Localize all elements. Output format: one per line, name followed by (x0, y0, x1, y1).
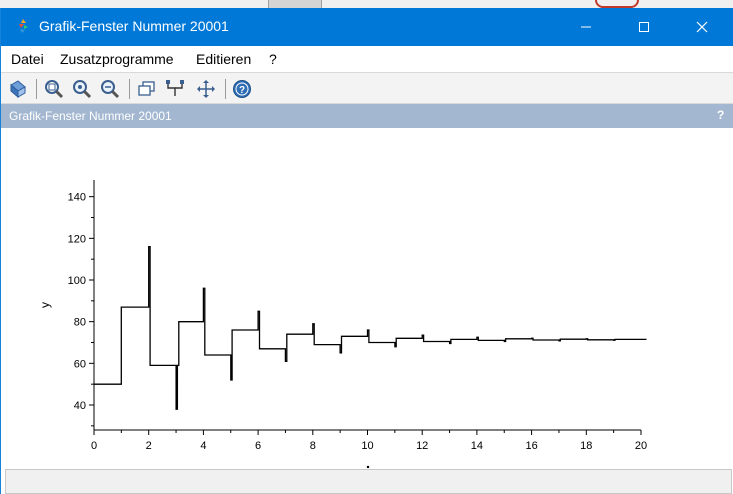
x-tick-label: 10 (361, 440, 373, 452)
toolbar-separator (36, 79, 37, 99)
background-app-icon (595, 0, 639, 8)
close-button[interactable] (679, 8, 725, 46)
panel-title: Grafik-Fenster Nummer 20001 (9, 109, 172, 123)
rotate-icon (138, 81, 155, 96)
pan-button[interactable] (195, 78, 217, 100)
svg-text:?: ? (239, 85, 245, 96)
minimize-button[interactable] (563, 8, 609, 46)
panel-header: Grafik-Fenster Nummer 20001 ? (1, 104, 733, 128)
y-tick-label: 80 (74, 317, 86, 329)
data-tip-icon (166, 80, 184, 96)
x-tick-label: 20 (635, 440, 647, 452)
toolbar: ? (1, 72, 733, 104)
y-tick-label: 60 (74, 358, 86, 370)
x-tick-label: 16 (525, 440, 537, 452)
x-tick-label: 6 (255, 440, 261, 452)
menu-datei[interactable]: Datei (11, 51, 44, 67)
toolbar-separator (129, 79, 130, 99)
toolbar-separator (225, 79, 226, 99)
status-bar (5, 469, 732, 494)
zoom-in-button[interactable] (71, 78, 93, 100)
y-tick-label: 40 (74, 400, 86, 412)
pan-icon (197, 80, 215, 98)
y-tick-label: 140 (68, 192, 86, 204)
x-tick-label: 14 (471, 440, 483, 452)
zoom-out-button[interactable] (99, 78, 121, 100)
background-window-button[interactable] (268, 0, 322, 8)
zoom-in-icon (73, 80, 92, 99)
close-icon (696, 21, 708, 33)
title-bar[interactable]: Grafik-Fenster Nummer 20001 (1, 8, 733, 46)
menu-editieren[interactable]: Editieren (196, 51, 252, 67)
axis-marker-dot (366, 465, 370, 468)
help-icon: ? (233, 80, 251, 98)
series-line-0 (94, 246, 647, 410)
panel-help-button[interactable]: ? (717, 108, 725, 122)
x-tick-label: 18 (580, 440, 592, 452)
graphic-window: Grafik-Fenster Nummer 20001 Datei Zusatz… (0, 8, 733, 494)
plot-area[interactable]: 40 60 80 100 120 140 0 2 4 6 8 10 12 14 16 18 20 y (1, 128, 733, 468)
select-button[interactable] (7, 78, 29, 100)
menu-zusatzprogramme[interactable]: Zusatzprogramme (60, 51, 174, 67)
x-tick-label: 0 (91, 440, 97, 452)
y-tick-label: 100 (68, 275, 86, 287)
maximize-icon (639, 22, 649, 32)
minimize-icon (581, 26, 591, 28)
menu-help[interactable]: ? (269, 51, 277, 67)
menu-bar: Datei Zusatzprogramme Editieren ? (1, 46, 733, 72)
data-tip-button[interactable] (164, 78, 186, 100)
desktop-background (0, 0, 733, 8)
zoom-out-icon (101, 80, 120, 99)
scilab-app-icon (19, 19, 28, 33)
x-tick-label: 4 (200, 440, 206, 452)
maximize-button[interactable] (621, 8, 667, 46)
select-icon (10, 80, 26, 99)
zoom-area-icon (45, 80, 64, 99)
zoom-area-button[interactable] (43, 78, 65, 100)
y-tick-label: 120 (68, 233, 86, 245)
rotate-button[interactable] (136, 78, 158, 100)
y-axis-label: y (38, 302, 52, 308)
x-tick-label: 12 (416, 440, 428, 452)
x-tick-label: 2 (146, 440, 152, 452)
help-button[interactable]: ? (231, 78, 253, 100)
window-title: Grafik-Fenster Nummer 20001 (39, 18, 229, 34)
x-tick-label: 8 (310, 440, 316, 452)
